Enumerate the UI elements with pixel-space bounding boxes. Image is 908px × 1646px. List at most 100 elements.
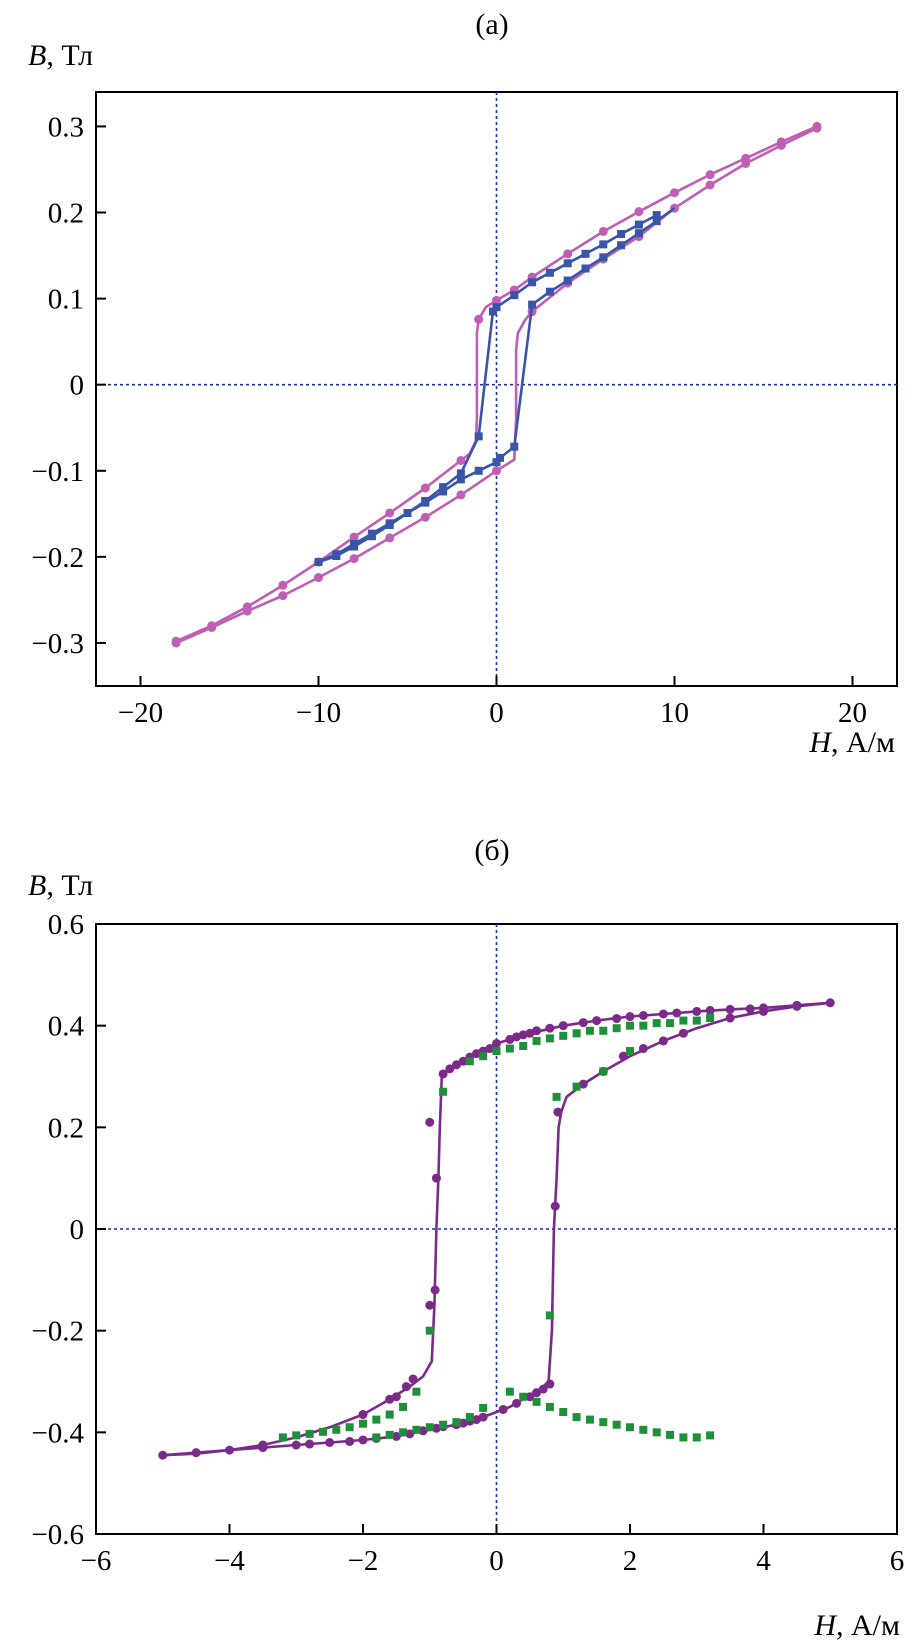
panel-a-y-tick-label: 0 [70, 370, 85, 402]
panel-a-data-point [563, 259, 572, 268]
panel-b-data-point [532, 1036, 541, 1045]
panel-b-data-point [498, 1404, 508, 1414]
panel-b-data-point [425, 1300, 435, 1310]
panel-b-data-point [572, 1082, 581, 1091]
panel-a-data-point [385, 533, 395, 543]
panel-a-data-point [278, 591, 288, 601]
panel-a-series-3-line [318, 213, 658, 564]
panel-b-data-point [158, 1450, 168, 1460]
panel-b-y-tick-label: 0.6 [48, 909, 84, 941]
panel-a-data-point [385, 508, 395, 518]
panel-a-y-axis-symbol: B [28, 39, 46, 72]
panel-b-data-point [652, 1428, 661, 1437]
panel-a-y-tick-label: −0.2 [31, 542, 84, 574]
panel-b-data-point [525, 1392, 535, 1402]
panel-b-data-point [538, 1384, 548, 1394]
panel-b-data-point [658, 1036, 668, 1046]
panel-b-data-point [578, 1018, 588, 1028]
panel-b-data-point [479, 1052, 488, 1061]
panel-b-y-axis-unit: , Тл [46, 869, 93, 902]
panel-b-data-point [532, 1397, 541, 1406]
panel-b-data-point [405, 1429, 415, 1439]
panel-b-data-point [430, 1285, 440, 1295]
panel-b-data-point [552, 1092, 561, 1101]
panel-a-data-point [207, 621, 217, 631]
panel-a-data-point [812, 121, 822, 131]
panel-b-data-point [332, 1425, 341, 1434]
panel-b-data-point [258, 1440, 268, 1450]
panel-b-x-axis-symbol: H [813, 1609, 838, 1641]
panel-b-data-point [399, 1428, 408, 1437]
panel-a-data-point [474, 314, 484, 324]
panel-b-data-point [626, 1021, 634, 1030]
panel-a-data-point [350, 539, 359, 548]
panel-b-data-point [425, 1423, 434, 1432]
panel-a-data-point [456, 475, 465, 484]
panel-b-data-point [666, 1430, 675, 1439]
panel-a-data-point [545, 268, 554, 277]
panel-b-data-point [391, 1431, 401, 1441]
panel-a-y-tick-label: −0.3 [31, 628, 84, 660]
panel-b-data-point [385, 1394, 395, 1404]
panel-b-series-2 [162, 1000, 831, 1457]
panel-b-data-point [505, 1034, 515, 1044]
panel-b-data-point [612, 1024, 621, 1033]
panel-b-data-point [725, 1013, 735, 1023]
panel-b-data-point [359, 1419, 367, 1428]
panel-a-data-point [171, 636, 181, 646]
panel-b-data-point [658, 1009, 668, 1019]
panel-b-y-tick-label: 0.2 [48, 1112, 84, 1144]
panel-b-data-point [599, 1026, 608, 1035]
panel-a-data-point [492, 295, 501, 305]
panel-b-y-axis-title: B, Тл [28, 869, 93, 902]
panel-b-data-point [425, 1117, 435, 1127]
panel-b-data-point [412, 1387, 421, 1396]
panel-b-x-tick-label: −4 [214, 1545, 245, 1577]
panel-b-data-point [626, 1423, 634, 1432]
panel-b-x-tick-label: 0 [489, 1545, 504, 1577]
panel-b-data-point [358, 1410, 368, 1420]
panel-b-x-tick-label: 2 [623, 1545, 638, 1577]
panel-b-data-point [692, 1016, 701, 1025]
panel-b-data-point [553, 1107, 563, 1117]
panel-b-data-point [652, 1019, 661, 1028]
panel-a-y-tick-label: −0.1 [31, 456, 84, 488]
panel-a-y-tick-label: 0.2 [48, 198, 84, 230]
panel-b-data-point [706, 1014, 715, 1023]
panel-a-data-point [545, 287, 554, 296]
panel-a-x-tick-label: −20 [118, 697, 163, 729]
panel-b-data-point [465, 1413, 474, 1422]
panel-b-data-point [532, 1388, 542, 1398]
panel-b-data-point [692, 1433, 701, 1442]
panel-b-data-point [625, 1012, 635, 1022]
panel-b-data-point [292, 1431, 301, 1440]
panel-a-plot-area: −20 −10 0 10 20 0.3 0.2 0.1 0 −0.1 −0.2 −0.3 [31, 92, 897, 729]
panel-b-data-point [399, 1402, 408, 1411]
panel-b-y-tick-label: −0.2 [31, 1316, 84, 1348]
panel-b-data-point [372, 1415, 381, 1424]
panel-a-data-point [617, 241, 626, 250]
panel-a-data-point [528, 300, 537, 309]
panel-a-data-point [349, 554, 359, 564]
panel-b-data-point [639, 1425, 648, 1434]
panel-a-data-point [510, 442, 519, 451]
panel-a-data-point [420, 512, 430, 522]
panel-a-y-axis-title: B, Тл [28, 39, 93, 72]
panel-a-data-point [367, 529, 376, 538]
panel-b-y-tick-label: −0.4 [31, 1417, 84, 1449]
panel-b-data-point [550, 1201, 560, 1211]
panel-b-data-point [679, 1433, 688, 1442]
panel-a-data-point [439, 487, 448, 496]
panel-a-data-point [314, 573, 323, 583]
panel-b-x-tick-label: −2 [348, 1545, 379, 1577]
panel-b-x-axis-unit: , А/м [836, 1609, 900, 1641]
panel-b-data-point [672, 1008, 682, 1018]
panel-a-y-tick-label: 0.1 [48, 284, 84, 316]
panel-b-data-point [639, 1021, 648, 1030]
panel-b-data-point [572, 1029, 581, 1038]
panel-b-data-point [418, 1426, 428, 1436]
panel-b-data-point [505, 1387, 514, 1396]
panel-b-data-point [372, 1433, 381, 1442]
panel-a-x-axis-title: H, А/м [808, 726, 895, 759]
